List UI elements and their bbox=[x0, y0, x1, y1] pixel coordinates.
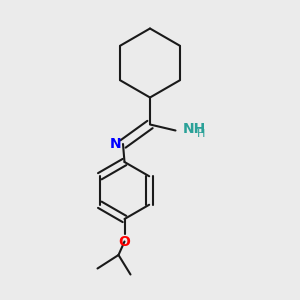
Text: NH: NH bbox=[183, 122, 206, 136]
Text: N: N bbox=[110, 137, 121, 151]
Text: O: O bbox=[118, 236, 130, 250]
Text: H: H bbox=[197, 129, 206, 140]
